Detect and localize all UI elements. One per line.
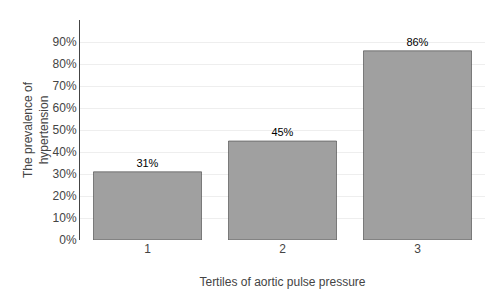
svg-text:20%: 20% (53, 189, 77, 203)
svg-text:40%: 40% (53, 145, 77, 159)
svg-text:2: 2 (279, 242, 286, 256)
svg-text:30%: 30% (53, 167, 77, 181)
svg-text:The prevalence ofhypertension: The prevalence ofhypertension (21, 81, 51, 178)
svg-text:3: 3 (414, 242, 421, 256)
svg-text:10%: 10% (53, 211, 77, 225)
svg-text:86%: 86% (406, 36, 428, 48)
svg-text:60%: 60% (53, 101, 77, 115)
svg-text:45%: 45% (271, 126, 293, 138)
svg-text:Tertiles of aortic pulse press: Tertiles of aortic pulse pressure (199, 275, 365, 289)
svg-text:0%: 0% (59, 233, 77, 247)
svg-text:80%: 80% (53, 57, 77, 71)
svg-text:90%: 90% (53, 35, 77, 49)
svg-text:31%: 31% (136, 157, 158, 169)
svg-text:50%: 50% (53, 123, 77, 137)
svg-text:1: 1 (144, 242, 151, 256)
svg-text:70%: 70% (53, 79, 77, 93)
